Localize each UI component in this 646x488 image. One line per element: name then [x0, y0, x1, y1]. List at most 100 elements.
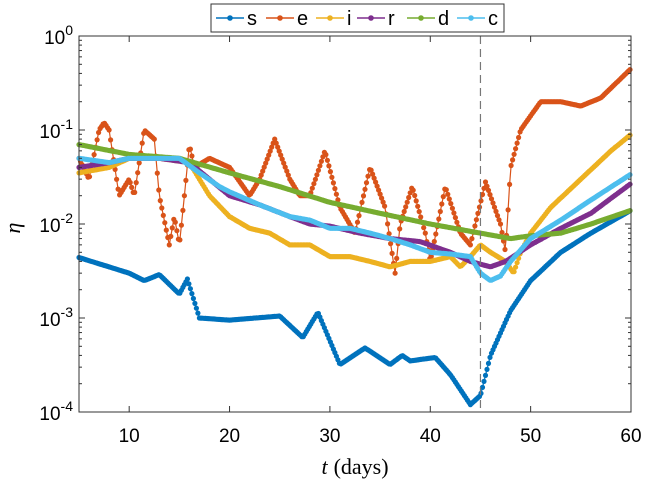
data-point-e — [428, 253, 434, 259]
data-point-e — [431, 238, 437, 245]
x-tick-label: 50 — [520, 426, 541, 447]
legend-item-s[interactable]: s — [216, 8, 257, 30]
data-point-e — [279, 156, 285, 162]
data-point-e — [360, 193, 367, 199]
data-point-e — [359, 199, 365, 205]
data-point-e — [168, 233, 174, 239]
data-point-e — [317, 163, 323, 169]
data-point-e — [377, 191, 383, 197]
data-point-e — [473, 217, 479, 223]
y-tick-label: 100 — [44, 22, 73, 49]
data-point-e — [269, 144, 275, 150]
x-tick-label: 30 — [319, 426, 340, 447]
legend-marker-c — [468, 15, 474, 21]
data-point-s — [481, 378, 487, 384]
data-point-e — [385, 221, 391, 227]
data-point-e — [162, 220, 168, 226]
series-i — [76, 132, 633, 275]
data-point-e — [514, 140, 520, 146]
legend-marker-d — [418, 15, 424, 21]
legend-item-d[interactable]: d — [407, 8, 449, 30]
data-point-i — [511, 269, 517, 275]
data-point-e — [354, 219, 361, 225]
data-point-e — [476, 204, 483, 210]
data-point-e — [273, 140, 279, 146]
legend-item-e[interactable]: e — [266, 8, 308, 30]
data-point-e — [114, 176, 120, 182]
data-point-e — [436, 216, 442, 222]
data-point-e — [160, 212, 166, 218]
data-point-e — [443, 187, 449, 193]
data-point-e — [433, 231, 439, 237]
data-point-e — [388, 241, 394, 247]
data-point-e — [275, 144, 281, 150]
data-point-e — [133, 180, 139, 186]
data-point-e — [472, 223, 478, 229]
data-point-e — [413, 198, 419, 204]
data-point-e — [157, 198, 163, 204]
data-point-e — [440, 194, 446, 200]
data-point-s — [192, 300, 198, 306]
data-point-s — [189, 291, 195, 297]
data-point-e — [266, 152, 272, 158]
data-point-e — [379, 195, 385, 201]
data-point-e — [314, 172, 320, 178]
data-point-s — [187, 286, 193, 292]
data-point-e — [136, 160, 142, 166]
data-point-e — [96, 129, 102, 136]
y-tick-label: 10-4 — [39, 398, 73, 425]
legend-marker-s — [227, 15, 233, 21]
data-point-e — [178, 222, 184, 228]
data-point-e — [311, 181, 317, 187]
data-point-e — [276, 148, 282, 154]
data-point-e — [365, 173, 371, 179]
legend-item-c[interactable]: c — [457, 8, 498, 30]
axes-layer: 10 20 30 40 50 60 100 10-1 10-2 10-3 10-4 — [39, 22, 641, 447]
data-point-e — [127, 179, 133, 186]
data-point-e — [284, 168, 290, 174]
data-point-e — [332, 186, 338, 192]
data-point-e — [485, 187, 492, 193]
legend-item-i[interactable]: i — [316, 8, 351, 30]
data-point-e — [497, 221, 504, 227]
data-point-e — [479, 191, 486, 198]
legend-item-r[interactable]: r — [357, 8, 395, 30]
series-c — [76, 155, 633, 283]
data-point-e — [380, 199, 386, 205]
data-point-e — [437, 208, 443, 215]
data-point-s — [484, 366, 490, 372]
data-point-e — [449, 205, 455, 211]
data-point-e — [394, 255, 400, 261]
data-point-e — [330, 180, 336, 186]
series-s — [76, 208, 633, 408]
data-point-s — [487, 354, 493, 360]
data-point-e — [374, 183, 380, 189]
legend-label-c: c — [488, 8, 498, 30]
data-point-e — [362, 186, 368, 192]
data-point-s — [190, 295, 196, 302]
data-point-e — [368, 167, 374, 173]
data-point-e — [281, 160, 287, 166]
data-point-e — [166, 242, 172, 248]
data-point-e — [169, 225, 175, 231]
data-point-e — [278, 152, 284, 158]
data-point-e — [261, 164, 267, 170]
data-point-i — [514, 260, 520, 266]
data-point-e — [135, 170, 141, 176]
data-point-e — [478, 198, 484, 204]
legend-label-r: r — [388, 8, 395, 30]
data-point-e — [482, 179, 489, 185]
data-point-e — [260, 168, 266, 174]
legend-label-d: d — [438, 8, 449, 30]
data-point-e — [181, 193, 187, 199]
legend-label-e: e — [297, 8, 308, 30]
data-point-e — [516, 134, 522, 141]
x-axis-variable: t — [321, 454, 328, 479]
data-point-e — [446, 196, 452, 202]
data-point-e — [189, 153, 195, 159]
data-point-e — [496, 217, 502, 223]
data-point-e — [94, 137, 100, 143]
data-point-e — [318, 158, 324, 164]
